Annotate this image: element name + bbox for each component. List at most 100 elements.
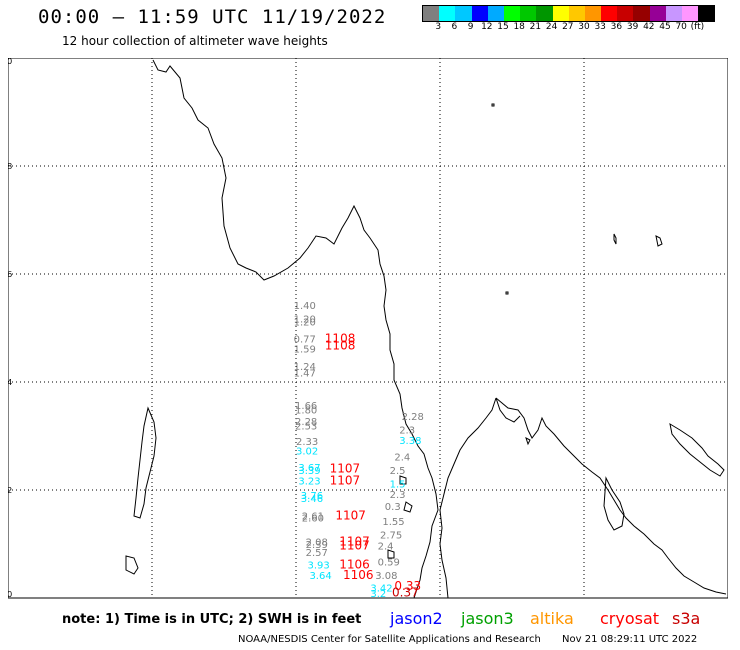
coastline-islet-1 <box>491 103 495 107</box>
wave-height-label: 2.28 <box>402 412 424 423</box>
wave-height-label: 3.39 <box>298 466 320 477</box>
color-swatch <box>633 6 650 21</box>
color-swatch <box>536 6 553 21</box>
color-scale-label: 24 <box>545 22 558 32</box>
wave-height-map: 201816141210 90939699102105 1.401.201.20… <box>8 58 728 600</box>
wave-height-label: 2.39 <box>306 540 328 551</box>
wave-height-label: 2.53 <box>295 422 317 433</box>
color-scale-label: 30 <box>578 22 590 32</box>
color-scale-label: 36 <box>610 22 623 32</box>
wave-height-label: 1.5 <box>390 479 406 490</box>
wave-height-label: 2.61 <box>302 512 324 523</box>
color-swatch <box>487 6 504 21</box>
note-text: note: 1) Time is in UTC; 2) SWH is in fe… <box>62 612 362 627</box>
color-scale-label: 42 <box>643 22 655 32</box>
wave-height-label: 0.3 <box>385 502 401 513</box>
satellite-legend-cryosat: cryosat <box>600 609 660 628</box>
wave-height-label: 3.46 <box>301 494 323 505</box>
latitude-label: 12 <box>8 486 12 495</box>
coastline-islet-4 <box>655 235 663 247</box>
color-scale-label: 18 <box>513 22 525 32</box>
satellite-legend-altika: altika <box>530 609 574 628</box>
page-subtitle: 12 hour collection of altimeter wave hei… <box>62 34 328 48</box>
wave-height-label: 1.20 <box>294 315 316 326</box>
wave-height-label: 3.64 <box>309 571 331 582</box>
coastline-little-andaman <box>125 555 139 575</box>
color-scale-label: 3 <box>435 22 442 32</box>
color-swatch <box>568 6 585 21</box>
wave-height-label: 1.59 <box>294 344 316 355</box>
wave-height-label: 3.42 <box>370 584 392 595</box>
color-swatch <box>455 6 472 21</box>
color-swatch <box>439 6 456 21</box>
coastline-east-islands <box>603 476 625 531</box>
color-scale-label: 21 <box>529 22 542 32</box>
coastline-thai-east <box>439 397 497 599</box>
latitude-label: 20 <box>8 58 12 66</box>
color-scale-label: 45 <box>659 22 671 32</box>
wave-height-label: 0.77 <box>294 335 316 346</box>
latitude-label: 10 <box>8 590 12 599</box>
latitude-labels: 20 18 16 14 12 10 <box>8 58 12 599</box>
color-scale-label: (ft) <box>690 22 705 32</box>
wave-height-label: 3.38 <box>399 436 421 447</box>
wave-height-label: 2.4 <box>394 452 410 463</box>
footer-timestamp: Nov 21 08:29:11 UTC 2022 <box>562 634 698 645</box>
coastline-islet-3 <box>613 233 617 245</box>
wave-height-label: 1.80 <box>295 405 317 416</box>
wave-height-label: 2.3 <box>399 425 415 436</box>
coastline-myanmar-west <box>152 59 439 599</box>
wave-height-label: 1107 <box>330 462 361 476</box>
coastline-islet-2 <box>505 291 509 295</box>
latitude-label: 14 <box>8 378 12 387</box>
wave-height-label: 1107 <box>339 535 370 549</box>
coastline-andaman <box>133 406 157 519</box>
wave-height-label: 1107 <box>339 538 370 552</box>
wave-height-label: 3.23 <box>298 477 320 488</box>
wave-height-label: 1107 <box>330 474 361 488</box>
wave-height-label: 2.5 <box>390 466 406 477</box>
coastline-myeik-3 <box>387 549 395 559</box>
coastline-myeik-2 <box>403 501 413 513</box>
color-swatch <box>617 6 634 21</box>
wave-height-label: 2.28 <box>295 417 317 428</box>
coastline-palawan <box>669 422 725 477</box>
wave-height-label: 3.2 <box>370 589 386 600</box>
wave-height-label: 0.37 <box>392 585 419 599</box>
wave-height-label: 1.40 <box>294 301 316 312</box>
color-scale-label: 70 <box>675 22 687 32</box>
wave-height-label: 3.93 <box>308 560 330 571</box>
color-scale-label: 15 <box>497 22 509 32</box>
satellite-legend-jason2: jason2 <box>390 609 443 628</box>
satellite-legend-jason3: jason3 <box>461 609 514 628</box>
wave-height-label: 1107 <box>335 509 366 523</box>
wave-height-label: 2.75 <box>380 531 402 542</box>
wave-height-label: 2.57 <box>306 548 328 559</box>
color-scale-label: 9 <box>467 22 474 32</box>
wave-height-label: 0.33 <box>394 579 421 593</box>
coastline-myeik-1 <box>399 475 407 485</box>
wave-height-label: 1108 <box>325 332 356 346</box>
color-swatch <box>601 6 618 21</box>
wave-height-label: 1.66 <box>295 401 317 412</box>
wave-height-label: 3.67 <box>298 463 320 474</box>
color-scale-label: 6 <box>451 22 458 32</box>
wave-height-label: 2.60 <box>302 513 324 524</box>
wave-height-label: 1.47 <box>294 369 316 380</box>
wave-height-label: 2.3 <box>390 490 406 501</box>
wave-height-label: 2.08 <box>306 538 328 549</box>
wave-height-label: 2.4 <box>378 541 394 552</box>
wave-height-label: 0.59 <box>378 558 400 569</box>
coastlines <box>125 59 727 599</box>
latitude-label: 16 <box>8 270 12 279</box>
color-scale-label: 39 <box>626 22 639 32</box>
wave-height-label: 1106 <box>343 568 374 582</box>
wave-height-labels: 1.401.201.200.771.59110811081.241.471.66… <box>294 301 424 600</box>
color-swatch <box>682 6 699 21</box>
wave-height-label: 1108 <box>325 339 356 353</box>
wave-height-label: 1.20 <box>294 317 316 328</box>
latitude-label: 18 <box>8 162 12 171</box>
wave-height-label: 2.33 <box>296 437 318 448</box>
color-swatch <box>698 6 715 21</box>
color-swatch <box>584 6 602 21</box>
